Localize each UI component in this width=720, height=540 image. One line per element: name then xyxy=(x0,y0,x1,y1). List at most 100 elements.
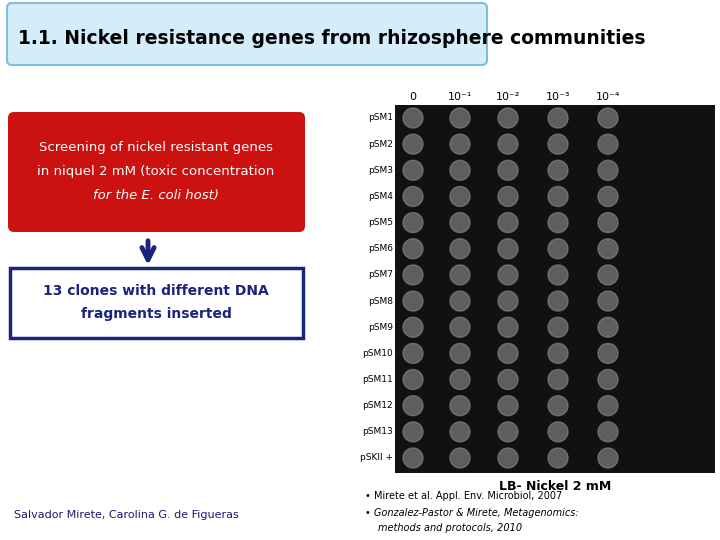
Circle shape xyxy=(403,160,423,180)
Circle shape xyxy=(498,160,518,180)
Circle shape xyxy=(403,343,423,363)
Circle shape xyxy=(403,213,423,233)
Circle shape xyxy=(598,186,618,206)
Circle shape xyxy=(598,239,618,259)
Text: pSM10: pSM10 xyxy=(362,349,393,358)
Circle shape xyxy=(450,134,470,154)
Text: Screening of nickel resistant genes: Screening of nickel resistant genes xyxy=(39,141,273,154)
Circle shape xyxy=(598,369,618,389)
Circle shape xyxy=(450,213,470,233)
Circle shape xyxy=(548,317,568,338)
Circle shape xyxy=(498,108,518,128)
Text: 1.1. Nickel resistance genes from rhizosphere communities: 1.1. Nickel resistance genes from rhizos… xyxy=(18,29,646,48)
Circle shape xyxy=(598,396,618,416)
FancyBboxPatch shape xyxy=(395,105,715,473)
Text: 10⁻¹: 10⁻¹ xyxy=(448,92,472,102)
Text: pSM1: pSM1 xyxy=(368,113,393,123)
Text: methods and protocols, 2010: methods and protocols, 2010 xyxy=(378,523,522,533)
Text: fragments inserted: fragments inserted xyxy=(81,307,231,321)
Text: LB- Nickel 2 mM: LB- Nickel 2 mM xyxy=(499,481,611,494)
Circle shape xyxy=(403,291,423,311)
FancyBboxPatch shape xyxy=(7,3,487,65)
Circle shape xyxy=(450,448,470,468)
Circle shape xyxy=(498,134,518,154)
Circle shape xyxy=(498,448,518,468)
Circle shape xyxy=(598,160,618,180)
Circle shape xyxy=(598,108,618,128)
Text: pSM3: pSM3 xyxy=(368,166,393,175)
Circle shape xyxy=(403,239,423,259)
Circle shape xyxy=(548,134,568,154)
Circle shape xyxy=(548,186,568,206)
Circle shape xyxy=(498,369,518,389)
Circle shape xyxy=(548,369,568,389)
Circle shape xyxy=(598,317,618,338)
Circle shape xyxy=(403,108,423,128)
Circle shape xyxy=(548,239,568,259)
Circle shape xyxy=(403,369,423,389)
Text: pSKII +: pSKII + xyxy=(360,454,393,462)
Text: pSM8: pSM8 xyxy=(368,296,393,306)
Circle shape xyxy=(598,265,618,285)
Circle shape xyxy=(450,239,470,259)
Circle shape xyxy=(548,396,568,416)
Text: in niquel 2 mM (toxic concentration: in niquel 2 mM (toxic concentration xyxy=(37,165,274,179)
Circle shape xyxy=(598,291,618,311)
Text: 0: 0 xyxy=(410,92,416,102)
Text: 10⁻⁴: 10⁻⁴ xyxy=(596,92,620,102)
Circle shape xyxy=(403,448,423,468)
Circle shape xyxy=(598,213,618,233)
Text: pSM13: pSM13 xyxy=(362,427,393,436)
Circle shape xyxy=(498,186,518,206)
Text: pSM5: pSM5 xyxy=(368,218,393,227)
Circle shape xyxy=(450,186,470,206)
Circle shape xyxy=(498,291,518,311)
Circle shape xyxy=(498,213,518,233)
Text: Salvador Mirete, Carolina G. de Figueras: Salvador Mirete, Carolina G. de Figueras xyxy=(14,510,239,520)
Circle shape xyxy=(403,186,423,206)
Circle shape xyxy=(403,265,423,285)
Circle shape xyxy=(498,343,518,363)
Circle shape xyxy=(498,239,518,259)
Circle shape xyxy=(450,343,470,363)
Circle shape xyxy=(450,369,470,389)
Text: • Gonzalez-Pastor & Mirete, Metagenomics:: • Gonzalez-Pastor & Mirete, Metagenomics… xyxy=(365,508,579,518)
Circle shape xyxy=(548,448,568,468)
Circle shape xyxy=(498,317,518,338)
Circle shape xyxy=(548,343,568,363)
Text: 10⁻²: 10⁻² xyxy=(496,92,520,102)
Circle shape xyxy=(548,108,568,128)
Text: pSM11: pSM11 xyxy=(362,375,393,384)
Text: pSM7: pSM7 xyxy=(368,271,393,279)
Text: pSM12: pSM12 xyxy=(362,401,393,410)
Circle shape xyxy=(598,422,618,442)
Circle shape xyxy=(548,422,568,442)
Circle shape xyxy=(498,422,518,442)
Text: pSM4: pSM4 xyxy=(368,192,393,201)
Text: 13 clones with different DNA: 13 clones with different DNA xyxy=(43,284,269,298)
Circle shape xyxy=(403,396,423,416)
Circle shape xyxy=(403,422,423,442)
Circle shape xyxy=(548,160,568,180)
Circle shape xyxy=(450,160,470,180)
Circle shape xyxy=(548,213,568,233)
Text: for the E. coli host): for the E. coli host) xyxy=(93,190,219,202)
Circle shape xyxy=(403,134,423,154)
Circle shape xyxy=(498,396,518,416)
Text: pSM2: pSM2 xyxy=(368,140,393,149)
Circle shape xyxy=(598,343,618,363)
Circle shape xyxy=(450,291,470,311)
Circle shape xyxy=(450,396,470,416)
Circle shape xyxy=(450,108,470,128)
Circle shape xyxy=(548,291,568,311)
Circle shape xyxy=(598,448,618,468)
Circle shape xyxy=(450,422,470,442)
Circle shape xyxy=(498,265,518,285)
Text: 10⁻³: 10⁻³ xyxy=(546,92,570,102)
FancyBboxPatch shape xyxy=(10,268,303,338)
Circle shape xyxy=(403,317,423,338)
Circle shape xyxy=(450,317,470,338)
FancyBboxPatch shape xyxy=(8,112,305,232)
Circle shape xyxy=(548,265,568,285)
Text: pSM9: pSM9 xyxy=(368,323,393,332)
